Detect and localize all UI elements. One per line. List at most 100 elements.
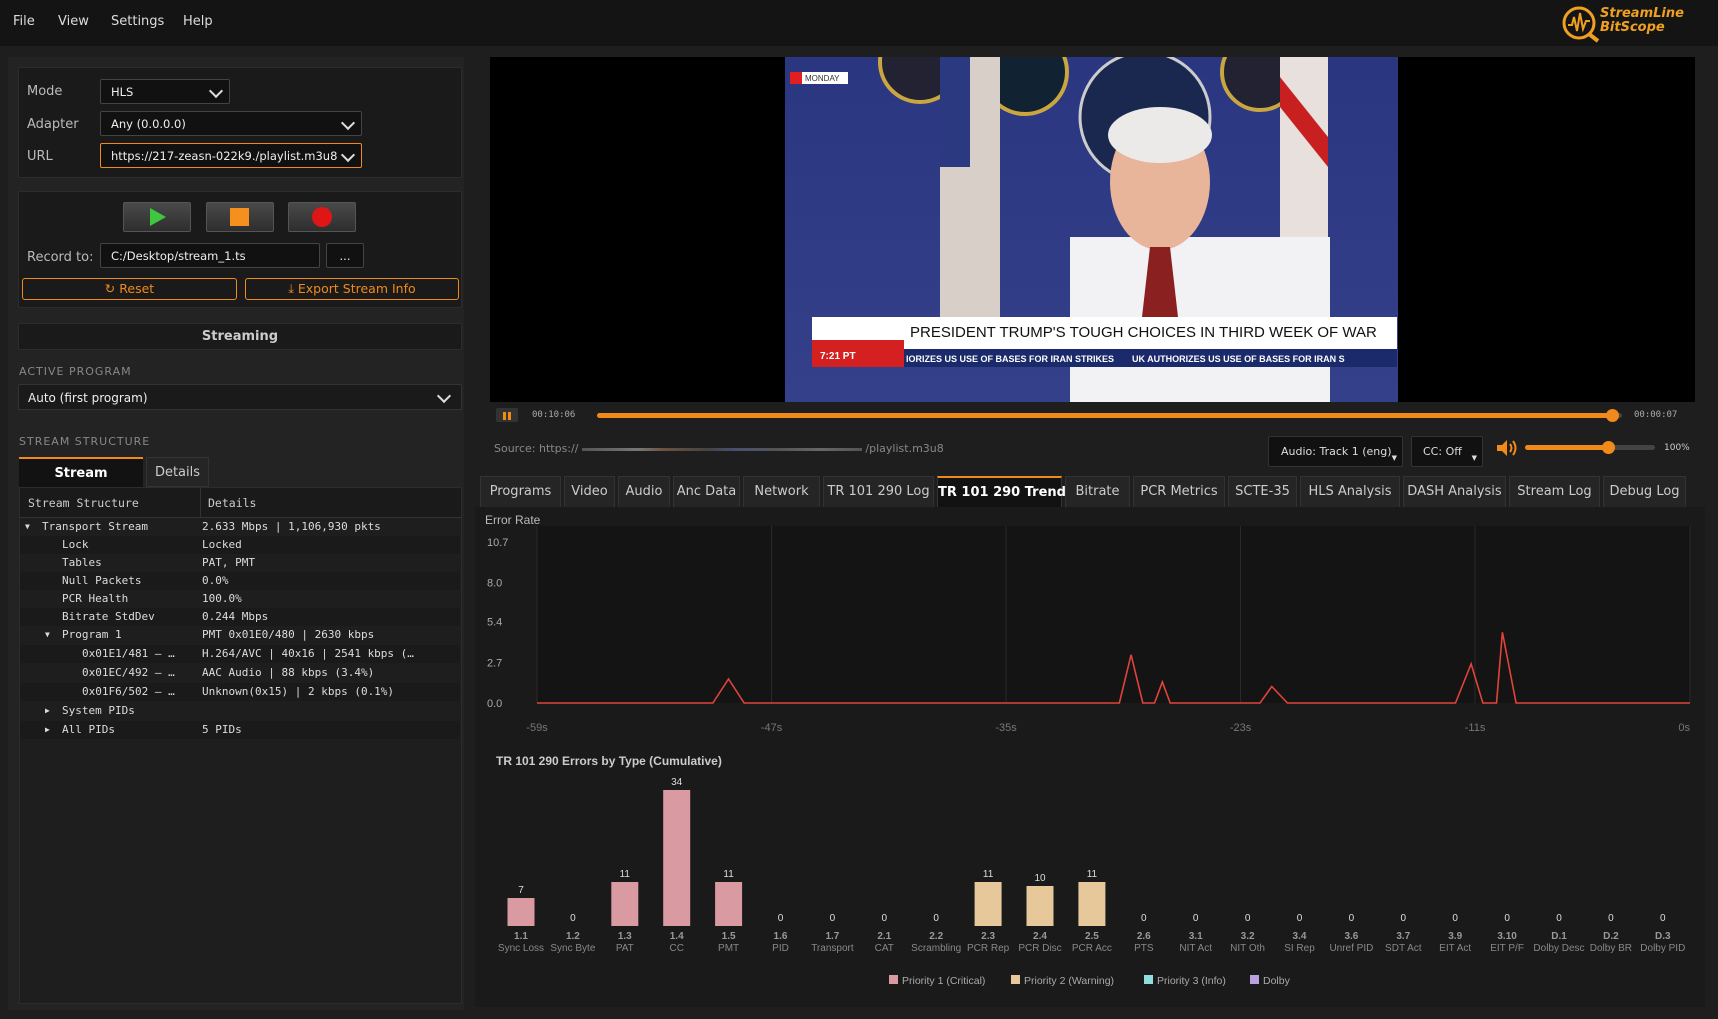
bar-category-label: D.2 (1603, 931, 1619, 942)
tree-row[interactable]: 0x01E1/481 – … H.264/AVC | 40x16 | 2541 k… (20, 645, 460, 663)
bar-sublabel: PID (772, 943, 789, 954)
menu-help[interactable]: Help (183, 14, 213, 29)
line-chart-title: Error Rate (485, 513, 541, 527)
bar-value-label: 7 (518, 885, 524, 896)
tab-stream-structure[interactable]: Stream Structure (19, 457, 143, 511)
tree-row[interactable]: 0x01F6/502 – … Unknown(0x15) | 2 kbps (0.… (20, 683, 460, 701)
seek-bar[interactable] (597, 409, 1622, 422)
url-value: https://217-zeasn-022k9./playlist.m3u8 (111, 149, 338, 163)
bar-category-label: 2.5 (1085, 931, 1099, 942)
url-input[interactable]: https://217-zeasn-022k9./playlist.m3u8 (100, 143, 362, 168)
tab-tr-101-290-trend[interactable]: TR 101 290 Trend (937, 476, 1066, 508)
video-player[interactable]: MONDAY PRESIDENT TRUMP'S TOUGH CHOICES I… (490, 20, 1695, 402)
volume-icon[interactable] (1494, 437, 1518, 459)
chevron-down-icon (436, 388, 452, 404)
bar-category-label: D.3 (1655, 931, 1671, 942)
tree-row-name: Null Packets (62, 574, 142, 587)
bar-sublabel: PCR Rep (967, 943, 1010, 954)
remaining-time: 00:00:07 (1634, 410, 1678, 420)
video-frame: MONDAY PRESIDENT TRUMP'S TOUGH CHOICES I… (785, 20, 1398, 402)
tab-details[interactable]: Details (146, 457, 209, 487)
tree-row[interactable]: ▼ Transport Stream 2.633 Mbps | 1,106,930 … (20, 518, 460, 536)
menu-view[interactable]: View (58, 14, 89, 29)
cc-select[interactable]: CC: Off ▼ (1411, 436, 1483, 467)
tab-video[interactable]: Video (564, 476, 615, 508)
lower-third-time-box (812, 340, 904, 367)
bar-value-label: 0 (1452, 913, 1458, 924)
tree-row[interactable]: ▶ All PIDs 5 PIDs (20, 721, 460, 739)
tab-hls-analysis[interactable]: HLS Analysis (1300, 476, 1400, 508)
bar-category-label: 1.7 (825, 931, 839, 942)
stop-button[interactable] (206, 202, 274, 232)
expand-arrow-icon[interactable]: ▼ (25, 522, 30, 531)
adapter-select[interactable]: Any (0.0.0.0) (100, 111, 362, 136)
tab-bitrate[interactable]: Bitrate (1065, 476, 1130, 508)
mode-value: HLS (111, 85, 134, 99)
tree-row[interactable]: PCR Health 100.0% (20, 590, 460, 608)
browse-button[interactable]: ... (326, 243, 364, 268)
tree-row-detail: Locked (202, 538, 242, 551)
record-button[interactable] (288, 202, 356, 232)
bar-sublabel: PCR Disc (1018, 943, 1061, 954)
headline-text: PRESIDENT TRUMP'S TOUGH CHOICES IN THIRD… (910, 324, 1377, 341)
bar-category-label: 1.5 (722, 931, 736, 942)
tree-row[interactable]: Bitrate StdDev 0.244 Mbps (20, 608, 460, 626)
tree-row-name: PCR Health (62, 592, 129, 605)
collapse-arrow-icon[interactable]: ▶ (45, 725, 50, 734)
bar-sublabel: Scrambling (911, 943, 961, 954)
tree-row[interactable]: Tables PAT, PMT (20, 554, 460, 572)
bar-category-label: 3.4 (1293, 931, 1307, 942)
bar-sublabel: CC (669, 943, 683, 954)
tree-row-detail: H.264/AVC | 40x16 | 2541 kbps (… (202, 647, 414, 660)
collapse-arrow-icon[interactable]: ▶ (45, 706, 50, 715)
pause-button[interactable] (496, 408, 518, 422)
export-stream-info-button[interactable]: ⤓ Export Stream Info (245, 278, 459, 300)
bar-value-label: 10 (1034, 873, 1046, 884)
mode-select[interactable]: HLS (100, 79, 230, 104)
tree-row-detail: 0.244 Mbps (202, 610, 269, 623)
adapter-value: Any (0.0.0.0) (111, 117, 186, 131)
tab-audio[interactable]: Audio (618, 476, 670, 508)
tab-programs[interactable]: Programs (480, 476, 561, 508)
tree-row-name: Transport Stream (42, 520, 148, 533)
expand-arrow-icon[interactable]: ▼ (45, 630, 50, 639)
tree-row[interactable]: Null Packets 0.0% (20, 572, 460, 590)
active-program-select[interactable]: Auto (first program) (18, 384, 462, 410)
reset-button[interactable]: ↻ Reset (22, 278, 237, 300)
bar-sublabel: Dolby BR (1590, 943, 1632, 954)
menu-file[interactable]: File (13, 14, 35, 29)
record-path-input[interactable]: C:/Desktop/stream_1.ts (100, 243, 320, 268)
bar (1026, 886, 1054, 926)
bar-category-label: 1.2 (566, 931, 580, 942)
tree-row[interactable]: 0x01EC/492 – … AAC Audio | 88 kbps (3.4%) (20, 664, 460, 682)
bar-category-label: 2.6 (1137, 931, 1151, 942)
tab-stream-log[interactable]: Stream Log (1509, 476, 1600, 508)
audio-track-select[interactable]: Audio: Track 1 (eng) ▼ (1268, 436, 1403, 467)
volume-slider[interactable] (1525, 441, 1655, 454)
tab-scte-35[interactable]: SCTE-35 (1228, 476, 1297, 508)
stream-structure-title: STREAM STRUCTURE (19, 435, 151, 448)
play-button[interactable] (123, 202, 191, 232)
tree-row[interactable]: ▼ Program 1 PMT 0x01E0/480 | 2630 kbps (20, 626, 460, 644)
x-tick-label: -59s (526, 722, 548, 734)
menu-settings[interactable]: Settings (111, 14, 165, 29)
tab-tr-101-290-log[interactable]: TR 101 290 Log (823, 476, 934, 508)
seek-handle[interactable] (1605, 409, 1619, 422)
tab-pcr-metrics[interactable]: PCR Metrics (1133, 476, 1225, 508)
tab-anc-data[interactable]: Anc Data (673, 476, 740, 508)
tab-network[interactable]: Network (743, 476, 820, 508)
export-label: Export Stream Info (297, 281, 416, 296)
tree-row[interactable]: Lock Locked (20, 536, 460, 554)
stop-icon (230, 208, 249, 226)
tab-dash-analysis[interactable]: DASH Analysis (1403, 476, 1506, 508)
bar-value-label: 0 (1193, 913, 1199, 924)
legend-swatch (1144, 975, 1153, 984)
tree-row[interactable]: ▶ System PIDs (20, 702, 460, 720)
volume-handle[interactable] (1602, 441, 1615, 454)
tab-debug-log[interactable]: Debug Log (1603, 476, 1686, 508)
bar-category-label: 3.10 (1497, 931, 1517, 942)
bar (974, 882, 1002, 926)
status-bar: Streaming (18, 323, 462, 350)
bar-value-label: 0 (882, 913, 888, 924)
source-url-redacted (581, 447, 862, 451)
